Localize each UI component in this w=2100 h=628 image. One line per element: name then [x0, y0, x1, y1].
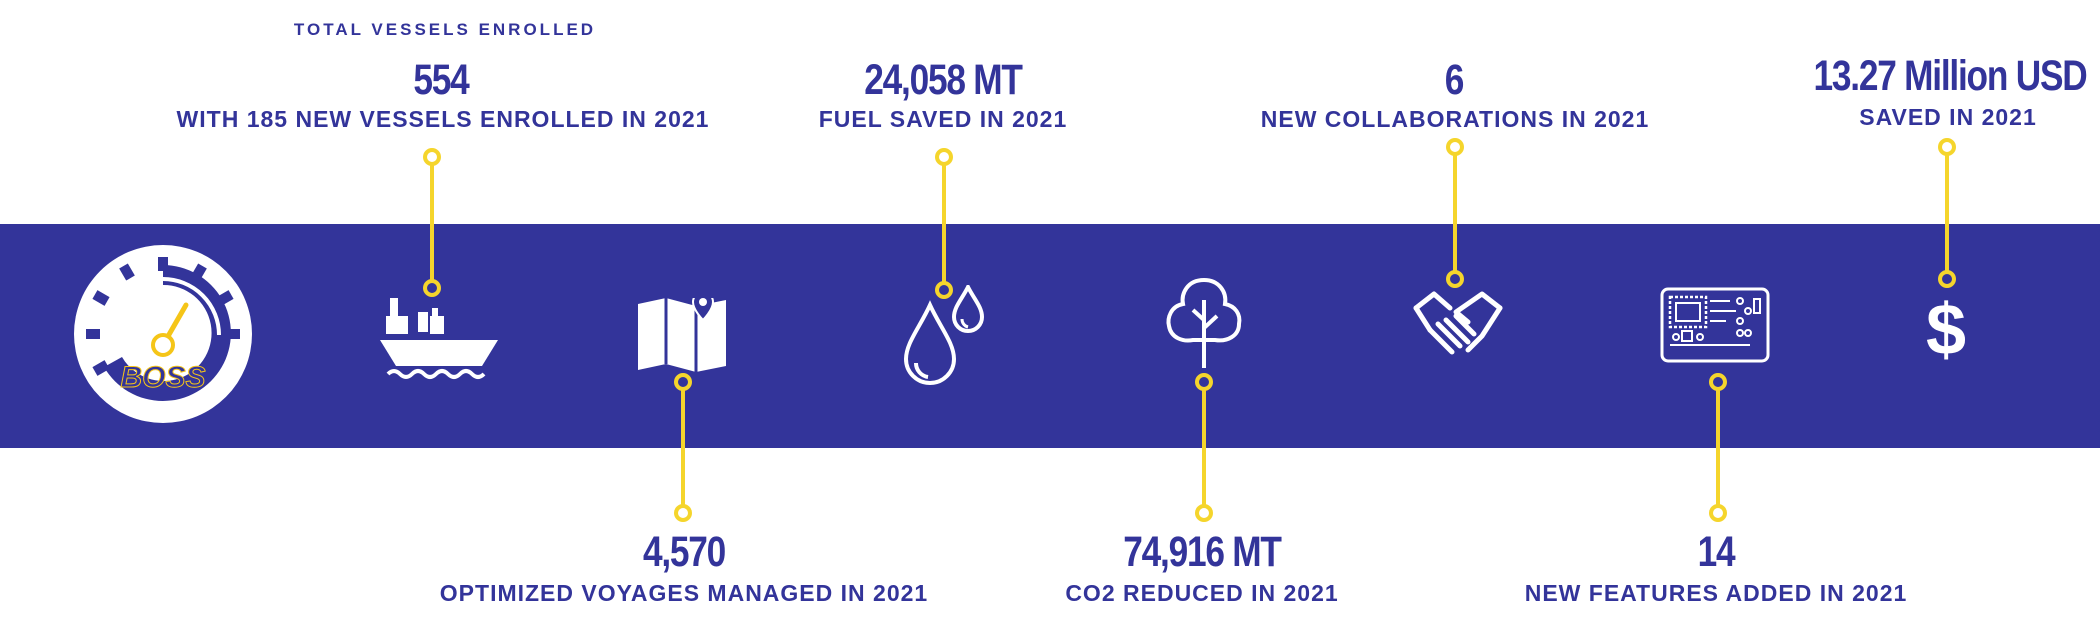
vessels-value: 554 [413, 56, 469, 104]
vessels-caption: TOTAL VESSELS ENROLLED [293, 20, 597, 39]
tree-icon [1166, 277, 1242, 368]
features-value: 14 [1697, 528, 1736, 576]
vessels-label: WITH 185 NEW VESSELS ENROLLED IN 2021 [176, 106, 710, 132]
speedometer-icon: BOSS [86, 257, 240, 401]
savings-value: 13.27 Million USD [1813, 52, 2087, 100]
map-icon [638, 298, 726, 372]
voyages-value: 4,570 [642, 528, 726, 576]
droplets-icon [903, 285, 985, 385]
svg-text:$: $ [1926, 290, 1966, 366]
fuel-label: FUEL SAVED IN 2021 [818, 106, 1068, 132]
fuel-value: 24,058 MT [864, 56, 1023, 104]
features-label: NEW FEATURES ADDED IN 2021 [1524, 580, 1908, 606]
circuit-board-icon [1660, 287, 1770, 363]
dollar-icon: $ [1926, 290, 1966, 366]
co2-value: 74,916 MT [1123, 528, 1282, 576]
co2-label: CO2 REDUCED IN 2021 [1065, 580, 1339, 606]
ship-icon [380, 298, 498, 379]
savings-label: SAVED IN 2021 [1859, 104, 2037, 130]
logo-text: BOSS [120, 361, 205, 394]
collaborations-label: NEW COLLABORATIONS IN 2021 [1260, 106, 1650, 132]
collaborations-value: 6 [1444, 56, 1465, 104]
voyages-label: OPTIMIZED VOYAGES MANAGED IN 2021 [439, 580, 929, 606]
handshake-icon [1413, 291, 1503, 355]
